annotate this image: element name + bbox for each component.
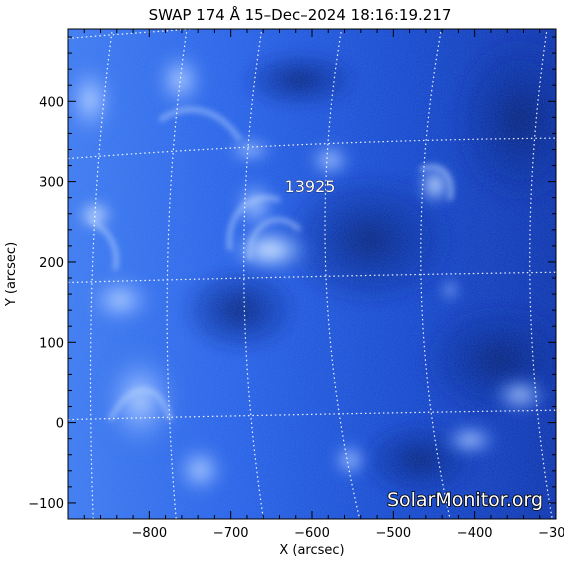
y-axis: −100 0 100 200 300 400 <box>28 36 556 520</box>
active-region-label: 13925 <box>285 177 336 196</box>
grid-latitude-line <box>68 137 556 160</box>
solar-image: 13925 SolarMonitor.org <box>68 29 556 519</box>
watermark-text: SolarMonitor.org <box>387 489 543 511</box>
plot-title: SWAP 174 Å 15–Dec–2024 18:16:19.217 <box>149 5 452 24</box>
image-texture <box>68 29 556 519</box>
grid-longitude-line <box>420 29 451 519</box>
y-axis-label: Y (arcsec) <box>4 242 19 307</box>
x-tick-label: −700 <box>213 526 249 541</box>
x-tick-label: −400 <box>457 526 493 541</box>
y-tick-label: 400 <box>39 95 64 110</box>
y-tick-label: 100 <box>39 336 64 351</box>
x-tick-label: −300 <box>538 526 564 541</box>
heliographic-grid <box>68 29 556 519</box>
x-axis-label: X (arcsec) <box>279 543 344 558</box>
x-tick-label: −800 <box>131 526 167 541</box>
x-tick-label: −600 <box>294 526 330 541</box>
y-tick-label: −100 <box>28 497 64 512</box>
grid-latitude-line <box>68 409 556 421</box>
y-tick-label: 200 <box>39 256 64 271</box>
x-axis: −800 −700 −600 −500 −400 −300 <box>67 29 564 541</box>
grid-latitude-line <box>68 271 556 284</box>
y-tick-label: 300 <box>39 176 64 191</box>
x-tick-label: −500 <box>375 526 411 541</box>
grid-longitude-line <box>89 29 113 519</box>
grid-longitude-line <box>166 29 188 519</box>
y-tick-label: 0 <box>56 417 64 432</box>
